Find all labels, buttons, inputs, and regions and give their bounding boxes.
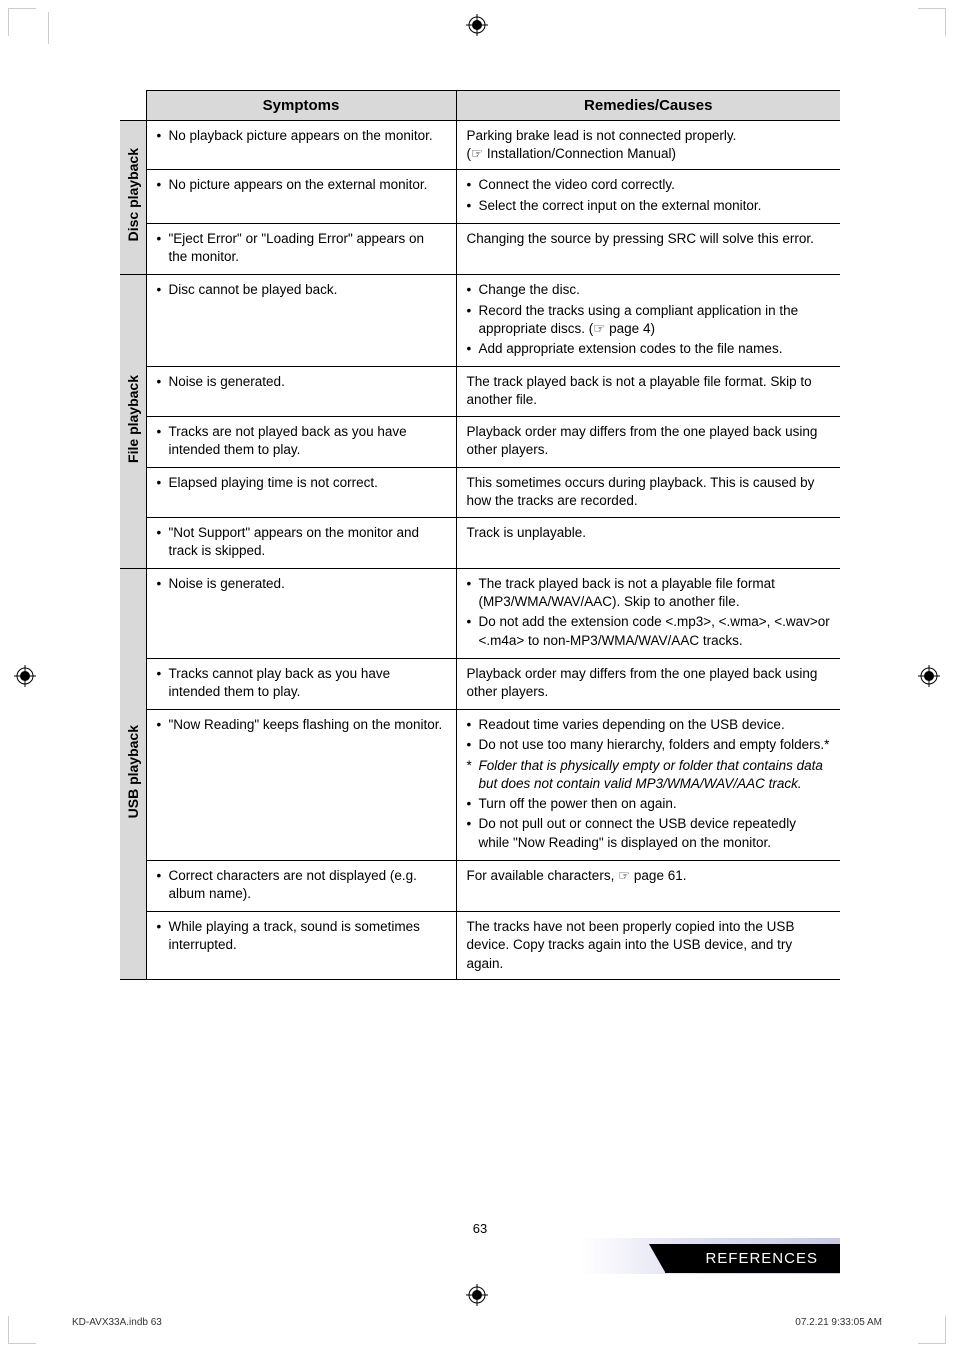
remedy: Connect the video cord correctly.: [467, 176, 831, 194]
registration-mark-icon: [466, 1284, 488, 1306]
remedy: For available characters, ☞ page 61.: [467, 867, 831, 885]
remedy: Track is unplayable.: [467, 524, 831, 542]
remedy: Playback order may differs from the one …: [467, 665, 831, 701]
registration-mark-icon: [918, 665, 940, 687]
symptom: Noise is generated.: [157, 373, 446, 391]
symptom: Tracks cannot play back as you have inte…: [157, 665, 446, 701]
registration-mark-icon: [14, 665, 36, 687]
symptom: "Eject Error" or "Loading Error" appears…: [157, 230, 446, 266]
indd-file: KD-AVX33A.indb 63: [72, 1317, 162, 1328]
remedy: Turn off the power then on again.: [467, 795, 831, 813]
crop-mark: [8, 8, 36, 36]
remedy-footnote: Folder that is physically empty or folde…: [467, 757, 831, 793]
section-usb: USB playback: [125, 725, 141, 818]
crop-mark: [918, 1316, 946, 1344]
symptom: Noise is generated.: [157, 575, 446, 593]
crop-mark: [8, 1316, 36, 1344]
registration-mark-icon: [466, 14, 488, 36]
crop-mark: [918, 8, 946, 36]
symptom: No picture appears on the external monit…: [157, 176, 446, 194]
col-remedies: Remedies/Causes: [456, 91, 840, 121]
remedy: This sometimes occurs during playback. T…: [467, 474, 831, 510]
symptom: No playback picture appears on the monit…: [157, 127, 446, 145]
symptom: Disc cannot be played back.: [157, 281, 446, 299]
crop-mark: [48, 12, 49, 44]
remedy: Playback order may differs from the one …: [467, 423, 831, 459]
indd-timestamp: 07.2.21 9:33:05 AM: [795, 1317, 882, 1328]
remedy: Record the tracks using a compliant appl…: [467, 302, 831, 338]
symptom: Correct characters are not displayed (e.…: [157, 867, 446, 903]
print-footer: KD-AVX33A.indb 63 07.2.21 9:33:05 AM: [72, 1317, 882, 1328]
remedy: Do not pull out or connect the USB devic…: [467, 815, 831, 851]
remedy: Changing the source by pressing SRC will…: [467, 230, 831, 248]
remedy: The track played back is not a playable …: [467, 373, 831, 409]
col-symptoms: Symptoms: [146, 91, 456, 121]
remedy: The tracks have not been properly copied…: [467, 918, 831, 973]
remedy: Change the disc.: [467, 281, 831, 299]
symptom: "Now Reading" keeps flashing on the moni…: [157, 716, 446, 734]
remedy: Parking brake lead is not connected prop…: [467, 127, 831, 163]
symptom: Elapsed playing time is not correct.: [157, 474, 446, 492]
remedy: Do not add the extension code <.mp3>, <.…: [467, 613, 831, 649]
remedy: The track played back is not a playable …: [467, 575, 831, 611]
remedy: Add appropriate extension codes to the f…: [467, 340, 831, 358]
symptom: "Not Support" appears on the monitor and…: [157, 524, 446, 560]
remedy: Do not use too many hierarchy, folders a…: [467, 736, 831, 754]
remedy: Readout time varies depending on the USB…: [467, 716, 831, 734]
section-disc: Disc playback: [125, 148, 141, 241]
symptom: Tracks are not played back as you have i…: [157, 423, 446, 459]
references-tab: REFERENCES: [665, 1244, 840, 1273]
section-file: File playback: [125, 375, 141, 463]
symptom: While playing a track, sound is sometime…: [157, 918, 446, 954]
remedy: Select the correct input on the external…: [467, 197, 831, 215]
troubleshooting-table: Symptoms Remedies/Causes Disc playback N…: [120, 90, 840, 980]
page-number: 63: [120, 1221, 840, 1236]
